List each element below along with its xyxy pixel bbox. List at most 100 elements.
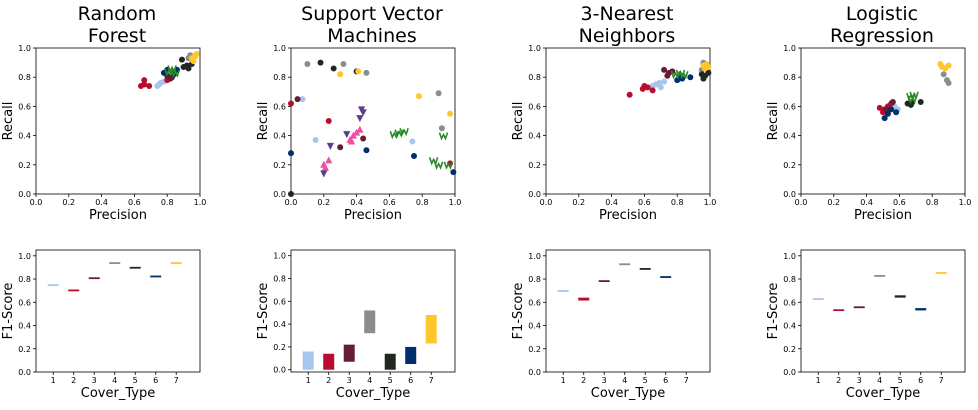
chart-title-line: Neighbors	[579, 25, 676, 47]
f1-range-bar	[47, 284, 59, 287]
data-point	[312, 136, 319, 143]
data-point	[340, 61, 347, 68]
x-tick-label: 5	[643, 376, 648, 385]
data-point	[326, 142, 334, 150]
x-tick-label: 0.0	[285, 198, 298, 207]
data-point	[674, 77, 681, 84]
f1-range-bar	[88, 277, 100, 280]
f1-range-bar	[853, 306, 865, 309]
x-tick-label: 6	[663, 376, 668, 385]
data-point	[945, 62, 952, 69]
x-tick-label: 1	[561, 376, 566, 385]
data-point	[356, 115, 364, 123]
data-point	[893, 109, 900, 116]
x-tick-label: 2	[326, 376, 331, 385]
x-tick-label: 0.0	[795, 198, 808, 207]
data-point	[325, 118, 332, 124]
y-tick-label: 0.8	[18, 73, 31, 82]
y-tick-label: 0.8	[783, 275, 796, 284]
y-tick-label: 0.4	[18, 132, 31, 141]
f1-range-bar	[619, 263, 631, 266]
y-tick-label: 0.2	[18, 345, 31, 354]
data-point	[907, 95, 918, 105]
data-point	[884, 110, 891, 117]
plot-frame	[545, 249, 711, 373]
x-tick-label: 0.2	[62, 198, 75, 207]
x-axis-label: Precision	[599, 208, 657, 223]
x-axis-label: Cover_Type	[591, 386, 665, 401]
data-point	[700, 75, 707, 82]
y-axis-label: Recall	[256, 102, 271, 141]
data-point	[399, 127, 409, 137]
x-tick-label: 1	[816, 376, 821, 385]
chart-title-line: 3-Nearest	[581, 3, 674, 25]
f1-range-bar	[150, 275, 162, 278]
y-tick-label: 0.6	[18, 298, 31, 307]
y-tick-label: 0.4	[18, 322, 31, 331]
y-tick-label: 0.8	[783, 73, 796, 82]
data-point	[409, 138, 416, 145]
x-axis-label: Cover_Type	[81, 386, 155, 401]
data-point	[146, 82, 153, 89]
data-point	[294, 96, 301, 103]
data-point	[192, 53, 199, 60]
y-axis-label: F1-Score	[256, 283, 271, 340]
y-tick-label: 1.0	[783, 44, 796, 53]
plot-frame	[545, 47, 711, 195]
chart-title-line: Logistic	[846, 3, 918, 25]
x-tick-label: 1	[306, 376, 311, 385]
data-point	[435, 90, 442, 97]
x-axis-label: Precision	[344, 208, 402, 223]
data-point	[141, 81, 148, 88]
data-point	[889, 99, 896, 106]
x-tick-label: 4	[367, 376, 372, 385]
y-axis-label: F1-Score	[1, 283, 16, 340]
data-point	[415, 93, 422, 100]
y-tick-label: 0.6	[783, 102, 796, 111]
y-tick-label: 0.6	[783, 298, 796, 307]
data-point	[657, 84, 664, 91]
x-tick-label: 0.4	[605, 198, 618, 207]
y-tick-label: 0.2	[783, 161, 796, 170]
x-tick-label: 0.8	[161, 198, 174, 207]
y-tick-label: 1.0	[18, 44, 31, 53]
f1-range-bar	[129, 266, 141, 269]
x-tick-label: 5	[133, 376, 138, 385]
y-tick-label: 1.0	[528, 252, 541, 261]
y-tick-label: 0.0	[273, 190, 286, 199]
x-tick-label: 4	[622, 376, 627, 385]
data-point	[288, 150, 294, 157]
data-point	[357, 106, 366, 114]
f1-range-bar	[170, 262, 182, 264]
plot-frame	[800, 249, 966, 373]
data-point	[702, 65, 709, 72]
x-tick-label: 2	[836, 376, 841, 385]
y-tick-label: 0.4	[273, 132, 286, 141]
y-tick-label: 0.8	[528, 275, 541, 284]
x-tick-label: 0.6	[383, 198, 396, 207]
y-tick-label: 0.0	[18, 368, 31, 377]
y-tick-label: 0.8	[273, 275, 286, 284]
x-axis-label: Precision	[854, 208, 912, 223]
y-tick-label: 0.4	[528, 132, 541, 141]
x-tick-label: 4	[112, 376, 117, 385]
f1-range-bar	[833, 309, 845, 312]
plot-frame	[290, 47, 456, 195]
y-tick-label: 0.2	[528, 345, 541, 354]
x-tick-label: 0.6	[893, 198, 906, 207]
x-tick-label: 1.0	[449, 198, 462, 207]
f1-range-bar	[323, 353, 335, 370]
f1-range-bar	[598, 280, 610, 283]
data-point	[881, 115, 888, 122]
f1-range-bar	[812, 298, 824, 301]
x-tick-label: 0.8	[416, 198, 429, 207]
x-tick-label: 7	[684, 376, 689, 385]
x-tick-label: 4	[877, 376, 882, 385]
x-tick-label: 5	[388, 376, 393, 385]
data-point	[411, 153, 417, 160]
x-tick-label: 0.4	[95, 198, 108, 207]
y-axis-label: Recall	[1, 102, 16, 141]
f1-range-bar	[68, 289, 80, 292]
data-point	[661, 78, 668, 85]
